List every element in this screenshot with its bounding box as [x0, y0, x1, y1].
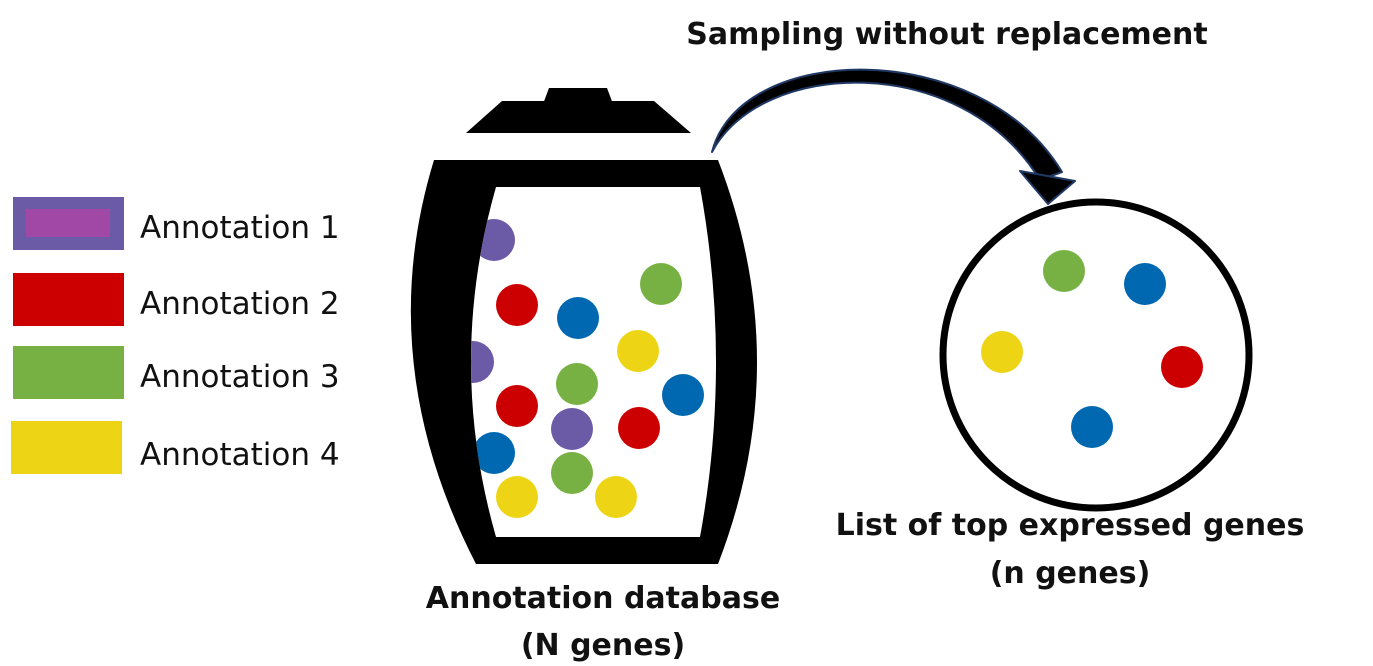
legend-swatch-annotation-1-inner	[26, 209, 110, 237]
jar-ball-yellow-15	[595, 476, 637, 518]
curved-arrow-icon	[711, 68, 1076, 205]
database-caption-line1: Annotation database	[426, 581, 780, 616]
database-caption-line2: (N genes)	[521, 628, 685, 663]
sample-ball-yellow-3	[981, 331, 1023, 373]
jar-ball-red-11	[618, 407, 660, 449]
jar-ball-red-3	[496, 284, 538, 326]
jar-ball-yellow-5	[617, 330, 659, 372]
jar-ball-blue-4	[557, 297, 599, 339]
sample-ball-green-1	[1043, 250, 1085, 292]
sample-caption-line2: (n genes)	[990, 556, 1151, 591]
legend-item-annotation-2: Annotation 2	[13, 273, 340, 326]
diagram-title: Sampling without replacement	[686, 17, 1207, 52]
jar-ball-blue-8	[662, 374, 704, 416]
jar-lid	[466, 101, 691, 133]
jar-ball-red-9	[496, 385, 538, 427]
jar-ball-purple-10	[551, 408, 593, 450]
legend-label-annotation-1: Annotation 1	[140, 210, 340, 246]
sample-circle-outline	[939, 198, 1253, 512]
arrow-head	[1019, 170, 1076, 205]
jar-ball-green-13	[551, 452, 593, 494]
sample-ball-red-4	[1161, 346, 1203, 388]
legend: Annotation 1 Annotation 2 Annotation 3 A…	[11, 197, 340, 474]
sample-balls	[981, 250, 1203, 448]
jar-ball-blue-12	[473, 432, 515, 474]
legend-label-annotation-4: Annotation 4	[140, 437, 340, 473]
jar-ball-green-2	[640, 263, 682, 305]
sample-ball-blue-5	[1071, 406, 1113, 448]
jar-lid-knob	[543, 88, 613, 104]
jar-ball-green-7	[556, 363, 598, 405]
jar-ball-purple-6	[471, 341, 494, 383]
arrow-shaft	[711, 68, 1063, 181]
legend-item-annotation-1: Annotation 1	[13, 197, 340, 250]
jar-balls	[471, 219, 704, 518]
legend-label-annotation-2: Annotation 2	[140, 286, 340, 322]
sample-caption-line1: List of top expressed genes	[836, 508, 1305, 543]
legend-swatch-annotation-2	[13, 273, 124, 326]
legend-swatch-annotation-3	[13, 346, 124, 399]
legend-swatch-annotation-4	[11, 421, 122, 474]
legend-label-annotation-3: Annotation 3	[140, 359, 340, 395]
jar-icon	[410, 88, 757, 564]
legend-item-annotation-4: Annotation 4	[11, 421, 340, 474]
sample-ball-blue-2	[1124, 263, 1166, 305]
legend-item-annotation-3: Annotation 3	[13, 346, 340, 399]
sample-circle	[939, 198, 1253, 512]
jar-ball-yellow-14	[496, 476, 538, 518]
